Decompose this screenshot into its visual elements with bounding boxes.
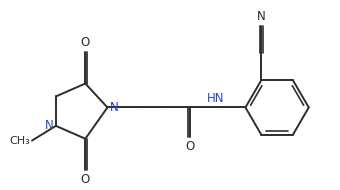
Text: N: N <box>257 10 266 23</box>
Text: N: N <box>109 101 118 114</box>
Text: N: N <box>45 119 54 132</box>
Text: O: O <box>81 36 90 49</box>
Text: CH₃: CH₃ <box>9 136 30 146</box>
Text: O: O <box>81 173 90 186</box>
Text: O: O <box>186 140 195 153</box>
Text: HN: HN <box>207 92 225 105</box>
